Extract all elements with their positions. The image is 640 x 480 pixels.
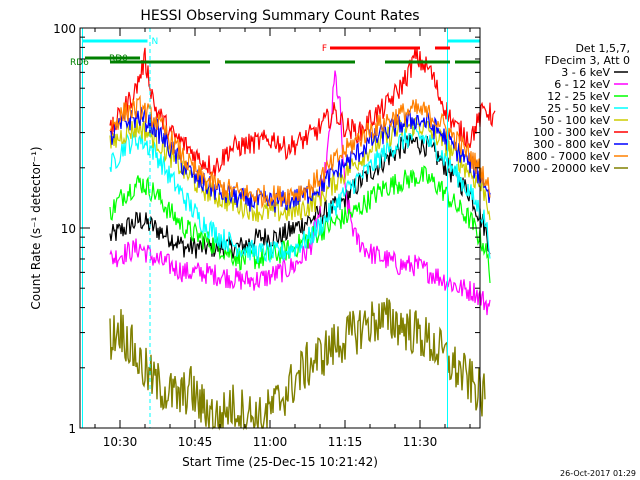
series-0-line xyxy=(109,133,491,259)
legend-label-6: 300 - 800 keV xyxy=(533,138,610,151)
state-bar-label-f: F xyxy=(322,44,327,54)
x-tick-label-3: 11:15 xyxy=(328,435,363,449)
legend-header-0: Det 1,5,7, xyxy=(575,42,630,55)
legend-label-4: 50 - 100 keV xyxy=(540,114,610,127)
axes: 10:30 10:45 11:00 11:15 11:30 100 10 1 xyxy=(53,22,480,449)
state-bar-label-n: N xyxy=(152,37,159,47)
x-axis-label: Start Time (25-Dec-15 10:21:42) xyxy=(182,455,378,469)
legend-label-2: 12 - 25 keV xyxy=(547,90,610,103)
x-tick-label-1: 10:45 xyxy=(178,435,213,449)
footer-timestamp: 26-Oct-2017 01:29 xyxy=(560,469,636,478)
legend-label-0: 3 - 6 keV xyxy=(561,66,610,79)
x-tick-label-4: 11:30 xyxy=(403,435,438,449)
y-axis-label: Count Rate (s⁻¹ detector⁻¹) xyxy=(29,146,43,309)
state-bar-label-rd0: RD0 xyxy=(109,54,128,64)
legend-label-5: 100 - 300 keV xyxy=(533,126,610,139)
legend-label-3: 25 - 50 keV xyxy=(547,102,610,115)
y-tick-label-2: 1 xyxy=(68,422,76,436)
series-1-line xyxy=(109,70,491,316)
legend-label-7: 800 - 7000 keV xyxy=(526,150,610,163)
series-5-line xyxy=(109,47,496,177)
series-2-line xyxy=(109,165,491,284)
series-7-line xyxy=(109,94,491,209)
y-tick-label-0: 100 xyxy=(53,22,76,36)
legend-header-1: FDecim 3, Att 0 xyxy=(545,54,630,67)
legend-label-1: 6 - 12 keV xyxy=(554,78,610,91)
series-8-line xyxy=(109,297,486,431)
series-6-line xyxy=(110,106,491,213)
x-tick-label-2: 11:00 xyxy=(253,435,288,449)
legend-label-8: 7000 - 20000 keV xyxy=(512,162,610,175)
chart-title: HESSI Observing Summary Count Rates xyxy=(140,8,419,24)
series-3-line xyxy=(109,122,491,264)
y-tick-label-1: 10 xyxy=(61,222,76,236)
x-tick-label-0: 10:30 xyxy=(103,435,138,449)
